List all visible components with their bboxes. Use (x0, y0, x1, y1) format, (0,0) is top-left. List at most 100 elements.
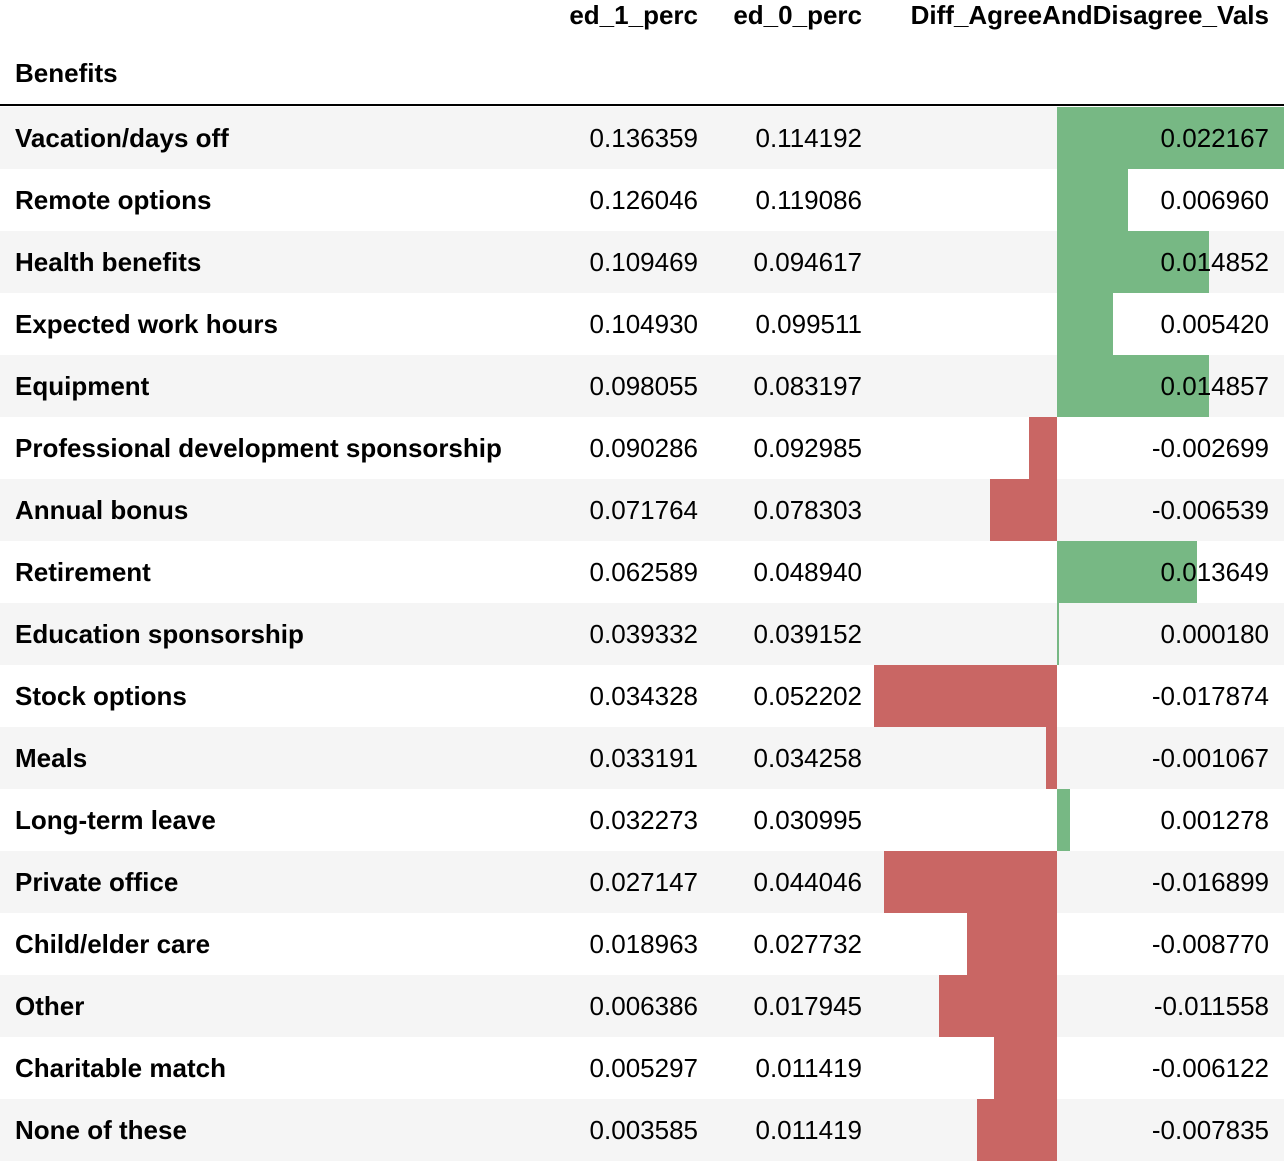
index-name-row: Benefits (0, 40, 1284, 106)
cell-ed-1-perc: 0.039332 (589, 619, 698, 649)
cell-ed-0-perc: 0.094617 (753, 247, 862, 277)
cell-diff: -0.008770 (1151, 929, 1269, 959)
diff-bar-cell (874, 169, 1284, 231)
cell-ed-0-perc: 0.119086 (755, 185, 862, 215)
diff-bar-cell (874, 355, 1284, 417)
negative-diff-bar (874, 665, 1058, 727)
positive-diff-bar (1057, 169, 1129, 231)
negative-diff-bar (883, 851, 1057, 913)
diff-bar-cell (874, 913, 1284, 975)
cell-ed-1-perc: 0.136359 (589, 123, 698, 153)
cell-diff: 0.014857 (1160, 371, 1269, 401)
table-row: Vacation/days off 0.136359 0.114192 0.02216… (0, 107, 1284, 169)
row-label: Retirement (15, 557, 151, 587)
positive-diff-bar (1057, 293, 1113, 355)
cell-ed-0-perc: 0.099511 (755, 309, 862, 339)
cell-ed-0-perc: 0.027732 (753, 929, 862, 959)
cell-ed-0-perc: 0.083197 (753, 371, 862, 401)
table-row: Child/elder care 0.018963 0.027732 -0.00877… (0, 913, 1284, 975)
cell-diff: 0.006960 (1160, 185, 1269, 215)
table-row: Equipment 0.098055 0.083197 0.014857 (0, 355, 1284, 417)
cell-ed-1-perc: 0.034328 (589, 681, 698, 711)
row-label: Charitable match (15, 1053, 226, 1083)
cell-diff: -0.006539 (1151, 495, 1269, 525)
cell-ed-0-perc: 0.048940 (753, 557, 862, 587)
diff-bar-cell (874, 1099, 1284, 1161)
index-name-label: Benefits (15, 58, 118, 88)
negative-diff-bar (994, 1037, 1057, 1099)
positive-diff-bar (1057, 789, 1071, 851)
table-row: Private office 0.027147 0.044046 -0.016899 (0, 851, 1284, 913)
positive-diff-bar (1057, 107, 1284, 169)
cell-diff: -0.002699 (1151, 433, 1269, 463)
positive-diff-bar (1057, 541, 1197, 603)
table-row: Other 0.006386 0.017945 -0.011558 (0, 975, 1284, 1037)
table-row: Stock options 0.034328 0.052202 -0.017874 (0, 665, 1284, 727)
negative-diff-bar (1029, 417, 1057, 479)
row-label: Private office (15, 867, 179, 897)
negative-diff-bar (990, 479, 1058, 541)
table-row: Annual bonus 0.071764 0.078303 -0.006539 (0, 479, 1284, 541)
table-row: Health benefits 0.109469 0.094617 0.014852 (0, 231, 1284, 293)
row-label: Annual bonus (15, 495, 189, 525)
cell-diff: 0.014852 (1160, 247, 1269, 277)
cell-ed-1-perc: 0.003585 (589, 1115, 698, 1145)
row-label: Remote options (15, 185, 212, 215)
cell-ed-1-perc: 0.005297 (589, 1053, 698, 1083)
cell-ed-1-perc: 0.090286 (589, 433, 698, 463)
column-header-diff: Diff_AgreeAndDisagree_Vals (910, 0, 1269, 30)
row-label: Health benefits (15, 247, 202, 277)
row-label: Professional development sponsorship (15, 433, 502, 463)
diff-bar-cell (874, 107, 1284, 169)
row-label: Other (15, 991, 85, 1021)
table-row: Meals 0.033191 0.034258 -0.001067 (0, 727, 1284, 789)
diff-bar-cell (874, 479, 1284, 541)
diff-bar-cell (874, 541, 1284, 603)
diff-bar-cell (874, 1037, 1284, 1099)
table-row: Education sponsorship 0.039332 0.039152 0.0… (0, 603, 1284, 665)
row-label: Stock options (15, 681, 187, 711)
diff-bar-cell (874, 789, 1284, 851)
cell-diff: 0.013649 (1160, 557, 1269, 587)
cell-diff: -0.006122 (1151, 1053, 1269, 1083)
cell-diff: -0.016899 (1151, 867, 1269, 897)
row-label: None of these (15, 1115, 187, 1145)
cell-diff: 0.022167 (1160, 123, 1269, 153)
column-header-ed-0-perc: ed_0_perc (733, 0, 862, 30)
table-row: Retirement 0.062589 0.048940 0.013649 (0, 541, 1284, 603)
cell-diff: -0.017874 (1151, 681, 1269, 711)
cell-diff: -0.007835 (1151, 1115, 1269, 1145)
diff-bar-cell (874, 231, 1284, 293)
cell-ed-1-perc: 0.027147 (589, 867, 698, 897)
cell-ed-0-perc: 0.092985 (753, 433, 862, 463)
cell-ed-0-perc: 0.030995 (753, 805, 862, 835)
cell-ed-1-perc: 0.032273 (589, 805, 698, 835)
cell-ed-1-perc: 0.018963 (589, 929, 698, 959)
cell-ed-1-perc: 0.126046 (589, 185, 698, 215)
diff-bar-cell (874, 293, 1284, 355)
cell-ed-1-perc: 0.098055 (589, 371, 698, 401)
positive-diff-bar (1057, 603, 1059, 665)
cell-diff: 0.000180 (1160, 619, 1269, 649)
cell-ed-1-perc: 0.071764 (589, 495, 698, 525)
diff-bar-cell (874, 851, 1284, 913)
table-row: Long-term leave 0.032273 0.030995 0.001278 (0, 789, 1284, 851)
column-header-ed-1-perc: ed_1_perc (569, 0, 698, 30)
cell-ed-0-perc: 0.034258 (753, 743, 862, 773)
negative-diff-bar (967, 913, 1058, 975)
row-label: Expected work hours (15, 309, 278, 339)
diff-bar-cell (874, 417, 1284, 479)
diff-bar-cell (874, 727, 1284, 789)
positive-diff-bar (1057, 231, 1210, 293)
cell-diff: 0.001278 (1160, 805, 1269, 835)
row-label: Long-term leave (15, 805, 216, 835)
row-label: Child/elder care (15, 929, 211, 959)
positive-diff-bar (1057, 355, 1210, 417)
cell-ed-1-perc: 0.033191 (589, 743, 698, 773)
cell-ed-0-perc: 0.011419 (755, 1115, 862, 1145)
row-label: Equipment (15, 371, 150, 401)
cell-diff: -0.001067 (1151, 743, 1269, 773)
cell-ed-0-perc: 0.052202 (753, 681, 862, 711)
cell-ed-0-perc: 0.039152 (753, 619, 862, 649)
